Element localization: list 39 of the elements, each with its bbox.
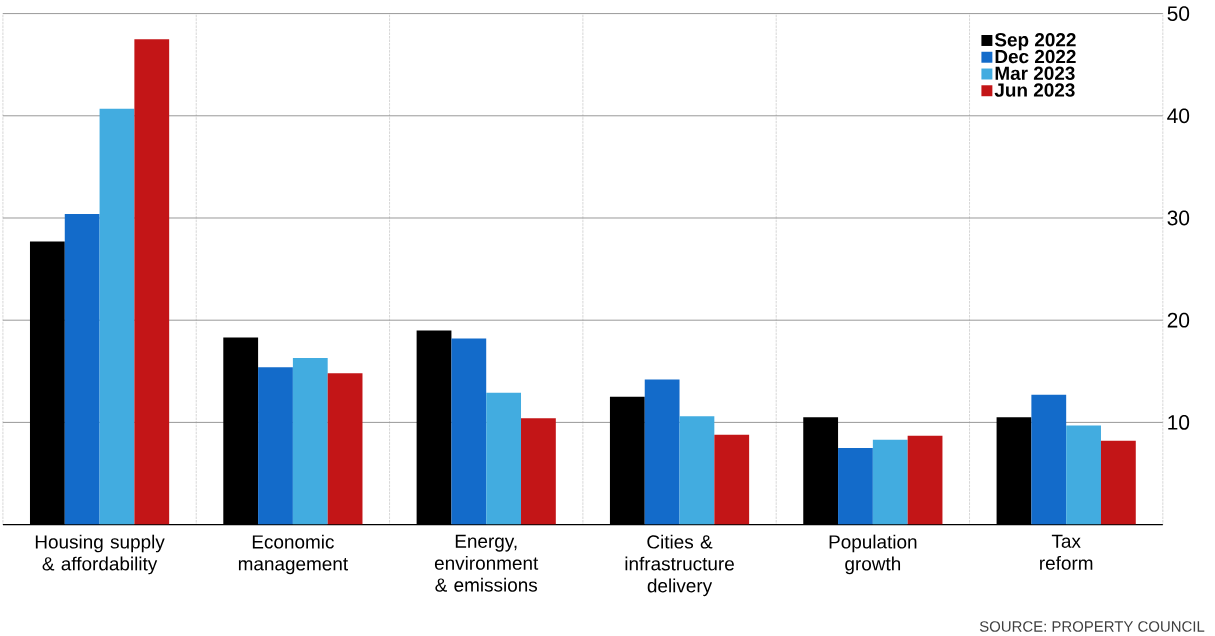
y-tick-label: 20 — [1167, 312, 1190, 328]
x-tick-label: Population growth — [829, 534, 917, 575]
bar — [416, 330, 452, 525]
bar — [29, 241, 65, 525]
bar — [451, 338, 487, 525]
bar — [258, 367, 293, 525]
y-tick-label: 30 — [1167, 210, 1190, 226]
bar — [714, 434, 750, 525]
bar — [679, 416, 715, 525]
y-tick-label: 50 — [1167, 6, 1190, 21]
legend-label: Dec 2022 — [995, 49, 1076, 64]
bar — [64, 213, 100, 525]
x-tick-label: Cities & infrastructure delivery — [625, 534, 734, 597]
y-tick-label: 10 — [1168, 414, 1190, 430]
bar — [609, 396, 645, 525]
x-tick-label: Housing supply & affordability — [35, 534, 165, 575]
bar — [1100, 440, 1136, 525]
bar — [644, 379, 680, 525]
bar — [486, 392, 522, 525]
bar — [99, 108, 135, 525]
legend-label: Jun 2023 — [994, 83, 1075, 97]
bar — [292, 358, 328, 525]
x-tick-label: Economic management — [238, 534, 348, 575]
legend-label: Mar 2023 — [995, 66, 1075, 81]
bar — [907, 435, 943, 525]
bar — [327, 373, 363, 525]
x-tick-label: Tax reform — [1040, 534, 1093, 570]
y-tick-label: 40 — [1167, 108, 1190, 124]
bar — [996, 417, 1032, 525]
bar — [872, 439, 908, 525]
bar — [223, 337, 259, 525]
bar — [134, 39, 170, 525]
bar — [521, 418, 556, 525]
bar — [838, 447, 873, 525]
bar — [1066, 425, 1101, 525]
x-tick-label: Energy, environment & emissions — [434, 534, 539, 592]
bar — [1031, 394, 1067, 525]
source-note: SOURCE: PROPERTY COUNCIL — [979, 621, 1205, 632]
bar — [803, 417, 839, 525]
